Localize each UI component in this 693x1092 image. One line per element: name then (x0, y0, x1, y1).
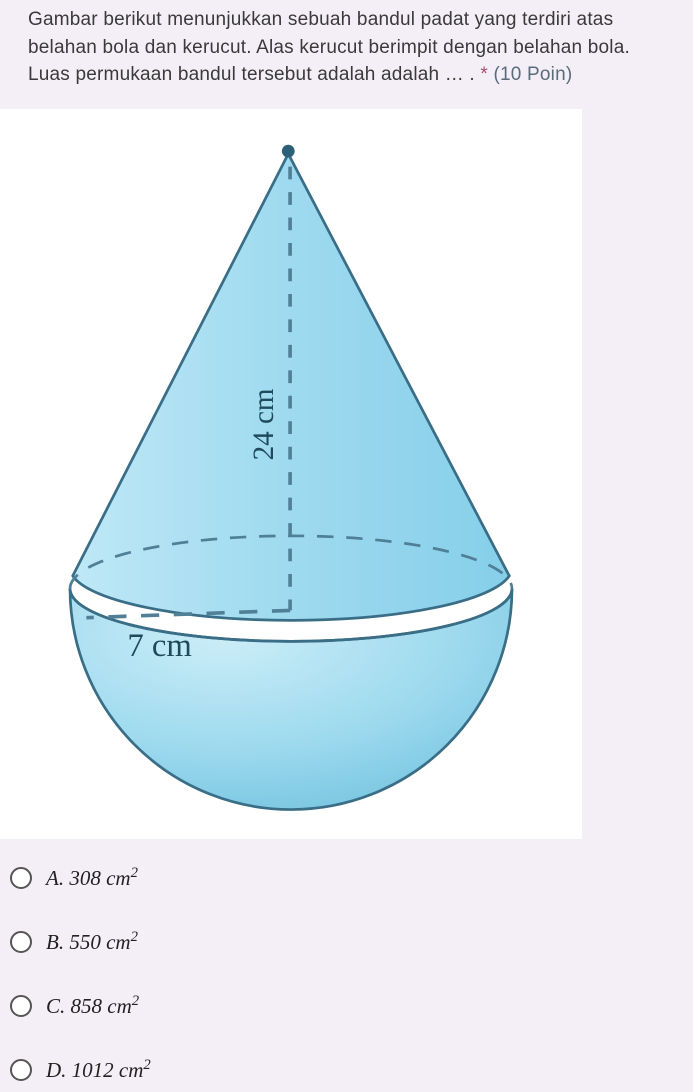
apex-dot (282, 144, 295, 157)
required-star: * (480, 64, 488, 85)
radio-icon[interactable] (10, 1059, 32, 1081)
radio-icon[interactable] (10, 995, 32, 1017)
question-block: Gambar berikut menunjukkan sebuah bandul… (0, 0, 693, 95)
option-d[interactable]: D. 1012 cm2 (10, 1057, 683, 1083)
radio-icon[interactable] (10, 867, 32, 889)
option-label: D. 1012 cm2 (46, 1057, 151, 1083)
option-b[interactable]: B. 550 cm2 (10, 929, 683, 955)
option-a[interactable]: A. 308 cm2 (10, 865, 683, 891)
hemisphere-shape (70, 588, 512, 809)
pendulum-svg: 24 cm 7 cm (0, 109, 582, 839)
figure-diagram: 24 cm 7 cm (0, 109, 582, 839)
option-label: B. 550 cm2 (46, 929, 138, 955)
points-label: (10 Poin) (493, 64, 572, 85)
question-text: Gambar berikut menunjukkan sebuah bandul… (28, 6, 665, 89)
option-label: A. 308 cm2 (46, 865, 138, 891)
option-label: C. 858 cm2 (46, 993, 139, 1019)
options-list: A. 308 cm2 B. 550 cm2 C. 858 cm2 D. 1012… (0, 839, 693, 1083)
radius-label: 7 cm (127, 628, 192, 664)
radio-icon[interactable] (10, 931, 32, 953)
option-c[interactable]: C. 858 cm2 (10, 993, 683, 1019)
height-label: 24 cm (248, 388, 280, 460)
